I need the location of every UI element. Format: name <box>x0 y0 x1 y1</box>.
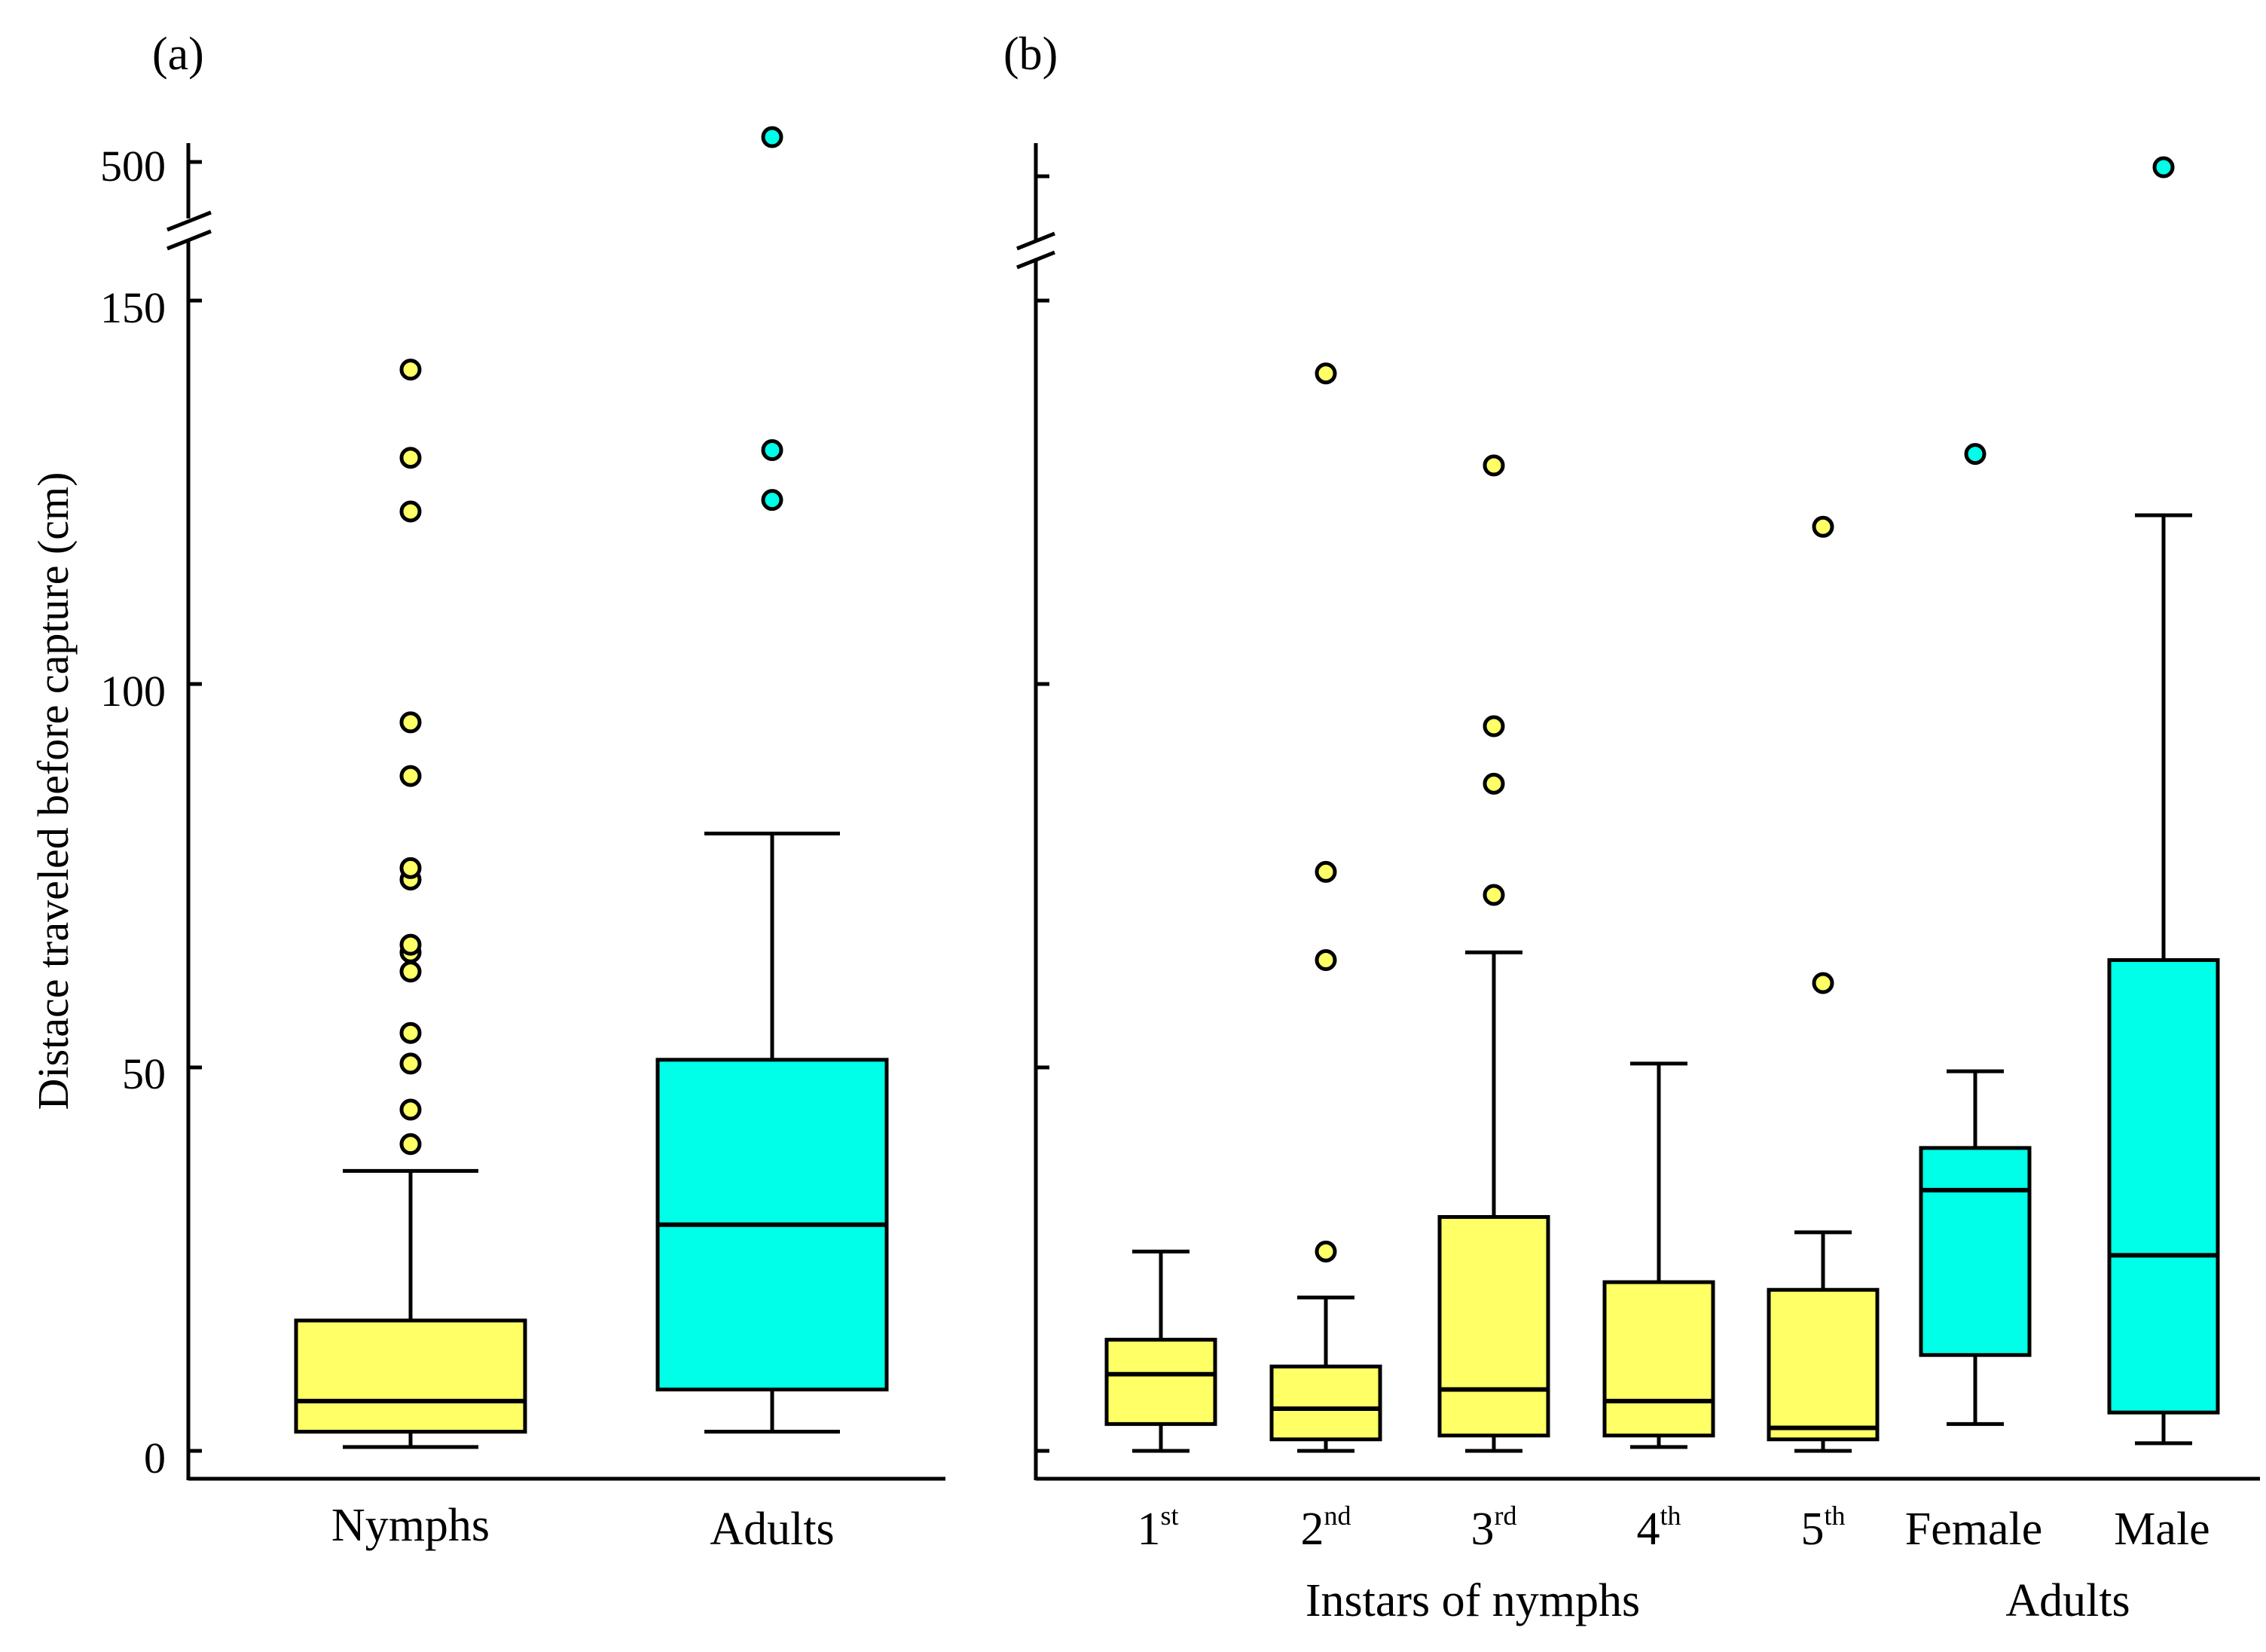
group-label-adults: Adults <box>2005 1575 2130 1626</box>
outlier-point <box>1812 515 1834 538</box>
y-tick-label: 150 <box>100 283 166 332</box>
outlier-point <box>1964 443 1987 466</box>
group-label-instars: Instars of nymphs <box>1306 1575 1640 1626</box>
category-label-2nd-base: 2 <box>1301 1504 1324 1555</box>
outlier-point <box>399 500 422 523</box>
outlier-point <box>399 447 422 469</box>
outlier-point <box>399 1021 422 1044</box>
outlier-point <box>1315 362 1337 385</box>
category-label-5th-base: 5 <box>1800 1504 1824 1555</box>
outlier-point <box>1483 772 1505 795</box>
category-label-2nd-sup: nd <box>1324 1501 1351 1531</box>
panel-a-boxes <box>294 126 889 1449</box>
category-label-3rd-base: 3 <box>1471 1504 1495 1555</box>
box-group <box>1269 362 1382 1453</box>
outlier-point <box>399 933 422 956</box>
panel-b-label: (b) <box>1003 29 1058 80</box>
panel-a-axis-break-mark-2 <box>166 229 212 251</box>
category-label-4th-base: 4 <box>1636 1504 1660 1555</box>
category-label-2nd: 2nd <box>1301 1501 1351 1555</box>
box-group <box>1767 515 1880 1453</box>
box-iqr <box>1767 1287 1880 1442</box>
outlier-point <box>399 857 422 879</box>
y-tick-label: 100 <box>100 667 166 716</box>
outlier-point <box>1315 860 1337 883</box>
panel-b-axis-break-mark-1 <box>1016 231 1055 251</box>
category-label-5th-sup: th <box>1824 1501 1845 1531</box>
panel-a-y-tick-labels: 500 150 100 50 0 <box>100 142 166 1483</box>
outlier-point <box>2152 156 2175 179</box>
outlier-point <box>399 711 422 734</box>
box-group <box>294 359 527 1449</box>
category-label-adults: Adults <box>710 1504 834 1555</box>
box-group <box>655 126 889 1434</box>
outlier-point <box>1483 454 1505 477</box>
outlier-point <box>399 960 422 983</box>
outlier-point <box>399 1133 422 1156</box>
panel-b-category-labels: 1st 2nd 3rd 4th 5th Female Male <box>1137 1501 2210 1555</box>
box-group <box>1919 443 2032 1426</box>
outlier-point <box>761 489 783 511</box>
y-tick-label: 50 <box>122 1049 166 1098</box>
category-label-1st: 1st <box>1137 1501 1178 1555</box>
box-iqr <box>2107 957 2220 1415</box>
y-tick-label: 500 <box>100 142 166 191</box>
outlier-point <box>1812 972 1834 994</box>
outlier-point <box>761 126 783 148</box>
category-label-5th: 5th <box>1800 1501 1845 1555</box>
outlier-point <box>399 1098 422 1121</box>
panel-a-axis-break-mark-1 <box>166 210 212 232</box>
y-axis-title: Distace traveled before capture (cm) <box>29 472 78 1110</box>
panel-b-boxes <box>1104 156 2220 1453</box>
box-group <box>1602 1061 1715 1449</box>
category-label-3rd: 3rd <box>1471 1501 1517 1555</box>
outlier-point <box>399 1052 422 1075</box>
category-label-female: Female <box>1905 1504 2043 1555</box>
panel-b-axis-break-mark-2 <box>1016 250 1055 270</box>
panel-b-axes <box>1016 143 2260 1481</box>
box-group <box>1437 454 1550 1453</box>
outlier-point <box>399 359 422 381</box>
outlier-point <box>761 439 783 462</box>
panel-a-label: (a) <box>152 29 204 80</box>
box-iqr <box>1269 1364 1382 1442</box>
box-iqr <box>294 1318 527 1434</box>
box-iqr <box>1104 1337 1217 1426</box>
axis-ticks <box>188 160 1049 1453</box>
category-label-3rd-sup: rd <box>1495 1501 1517 1531</box>
category-label-4th-sup: th <box>1660 1501 1681 1531</box>
box-group <box>1104 1249 1217 1453</box>
box-iqr <box>1602 1280 1715 1438</box>
outlier-point <box>1483 884 1505 906</box>
category-label-nymphs: Nymphs <box>331 1500 490 1551</box>
box-iqr <box>1437 1215 1550 1438</box>
category-label-1st-base: 1 <box>1137 1504 1160 1555</box>
y-tick-label: 0 <box>144 1434 166 1483</box>
category-label-4th: 4th <box>1636 1501 1681 1555</box>
panel-a-axes <box>166 143 945 1481</box>
category-label-male: Male <box>2114 1504 2210 1555</box>
box-iqr <box>1919 1146 2032 1357</box>
box-group <box>2107 156 2220 1446</box>
outlier-point <box>1315 1240 1337 1263</box>
category-label-1st-sup: st <box>1160 1501 1178 1531</box>
outlier-point <box>399 765 422 787</box>
outlier-point <box>1483 715 1505 737</box>
outlier-point <box>1315 948 1337 971</box>
